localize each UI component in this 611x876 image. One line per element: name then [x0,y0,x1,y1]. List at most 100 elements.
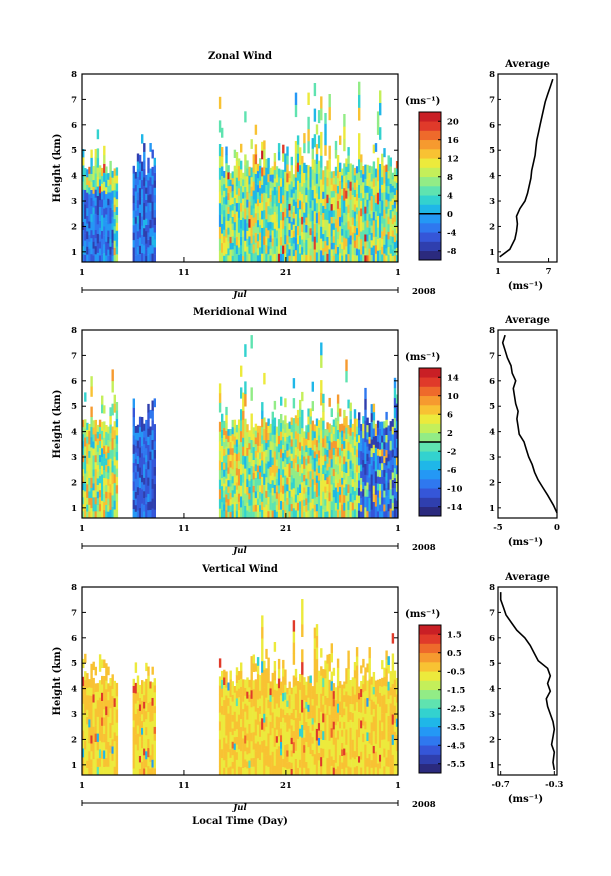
heatmap-cell [96,224,100,234]
heatmap-cell [391,426,395,435]
heatmap-cell [303,493,306,500]
heatmap-cell [92,200,95,208]
heatmap-cell [345,484,348,496]
heatmap-cell [275,198,279,207]
heatmap-cell [94,716,97,726]
heatmap-cell [244,505,247,518]
heatmap-cell [86,731,89,739]
heatmap-cell [145,426,148,435]
heatmap-cell [326,490,329,498]
heatmap-cell [376,420,380,428]
heatmap-cell [94,497,97,505]
heatmap-cell [336,685,340,695]
heatmap-cell [147,420,150,429]
heatmap-cell [353,734,357,743]
heatmap-cell [322,704,325,714]
heatmap-cell [309,416,312,425]
heatmap-cell [313,424,317,432]
heatmap-cell [379,176,382,189]
heatmap-cell [225,220,228,230]
colorbar-swatch [419,241,441,252]
heatmap-cell [345,214,348,223]
heatmap-cell [246,684,249,692]
heatmap-cell [315,728,319,741]
heatmap-cell [349,468,352,477]
heatmap-cell [235,446,239,454]
heatmap-cell [233,436,237,445]
heatmap-cell [132,726,135,735]
average-x-tick-label: -0.7 [492,780,510,790]
heatmap-cell [103,750,106,759]
heatmap-cell [296,695,300,703]
heatmap-cell [349,711,352,720]
heatmap-cell [267,657,270,667]
heatmap-cell [145,187,148,194]
heatmap-cell [332,184,336,191]
heatmap-cell [383,227,386,237]
heatmap-cell [372,436,376,445]
heatmap-cell [94,461,97,470]
heatmap-cell [221,705,224,715]
heatmap-cell [387,439,390,448]
heatmap-cell [328,653,331,663]
colorbar-swatch [419,689,441,700]
heatmap-cell [88,450,91,458]
heatmap-cell [273,178,277,187]
heatmap-cell [347,253,350,262]
heatmap-cell [317,457,321,466]
heatmap-cell [332,736,336,745]
heatmap-cell [273,509,277,518]
heatmap-cell [284,153,287,163]
heatmap-cell [317,700,321,709]
heatmap-cell [250,439,253,453]
heatmap-cell [366,241,369,249]
heatmap-cell [151,439,154,450]
heatmap-cell [261,201,264,211]
heatmap-cell [326,511,329,518]
heatmap-cell [385,206,388,214]
heatmap-cell [141,754,144,762]
heatmap-cell [141,768,144,775]
heatmap-cell [284,752,287,761]
heatmap-cell [301,224,304,232]
y-tick-label: 8 [71,70,77,80]
heatmap-cell [370,729,373,738]
heatmap-cell [256,219,260,228]
heatmap-cell [345,427,348,439]
heatmap-cell [381,469,384,477]
heatmap-cell [391,172,395,180]
heatmap-cell [273,746,277,757]
heatmap-cell [353,678,357,687]
heatmap-cell [153,209,156,218]
heatmap-cell [315,475,319,483]
heatmap-cell [336,200,340,209]
heatmap-cell [370,195,373,204]
heatmap-cell [269,721,272,729]
heatmap-cell [103,235,106,245]
heatmap-cell [379,497,382,505]
heatmap-cell [250,690,253,699]
heatmap-cell [277,185,281,195]
heatmap-cell [372,501,376,511]
heatmap-cell [101,238,104,247]
heatmap-cell [277,678,281,689]
heatmap-cell [244,695,247,704]
heatmap-cell [376,227,380,240]
heatmap-cell [341,736,344,743]
heatmap-cell [360,712,363,721]
heatmap-cell [385,178,388,186]
heatmap-cell [336,394,340,404]
heatmap-cell [141,252,144,262]
heatmap-cell [290,213,293,222]
heatmap-cell [328,236,331,250]
heatmap-cell [107,446,110,453]
heatmap-cell [105,214,108,222]
heatmap-cell [105,166,108,174]
heatmap-cell [242,198,245,205]
heatmap-cell [82,497,85,505]
heatmap-cell [263,372,266,385]
heatmap-cell [322,678,325,688]
heatmap-cell [277,707,281,718]
heatmap-cell [368,200,371,208]
heatmap-cell [225,703,228,712]
